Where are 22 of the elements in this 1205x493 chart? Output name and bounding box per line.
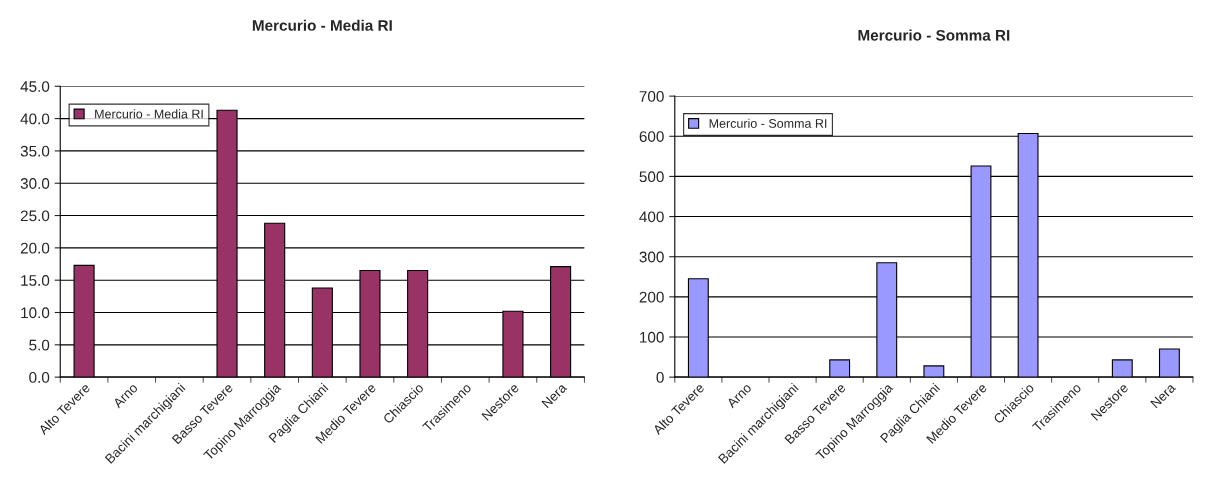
y-tick-label: 40.0: [20, 113, 50, 125]
y-tick-label: 300: [639, 251, 664, 263]
y-tick-label: 45.0: [20, 81, 50, 92]
chart-title: Mercurio - Media RI: [252, 19, 392, 31]
y-tick-label: 15.0: [21, 275, 50, 286]
y-tick-label: 35.0: [20, 145, 50, 157]
y-tick-label: 700: [639, 91, 664, 102]
y-tick-label: 0: [656, 372, 664, 383]
legend-label: Mercurio - Media RI: [95, 109, 203, 119]
y-tick-label: 0.0: [29, 372, 50, 383]
y-tick-label: 100: [640, 331, 664, 343]
y-tick-label: 10.0: [21, 307, 50, 319]
legend-label: Mercurio - Somma RI: [709, 118, 827, 128]
chart-title: Mercurio - Somma RI: [858, 29, 1010, 41]
y-tick-label: 400: [639, 211, 664, 223]
y-tick-label: 200: [639, 291, 664, 303]
y-tick-label: 20.0: [20, 242, 50, 254]
y-tick-label: 500: [639, 171, 664, 183]
y-tick-label: 25.0: [20, 210, 50, 222]
y-tick-label: 5.0: [29, 339, 50, 351]
y-tick-label: 30.0: [20, 178, 50, 189]
y-tick-label: 600: [639, 131, 664, 142]
